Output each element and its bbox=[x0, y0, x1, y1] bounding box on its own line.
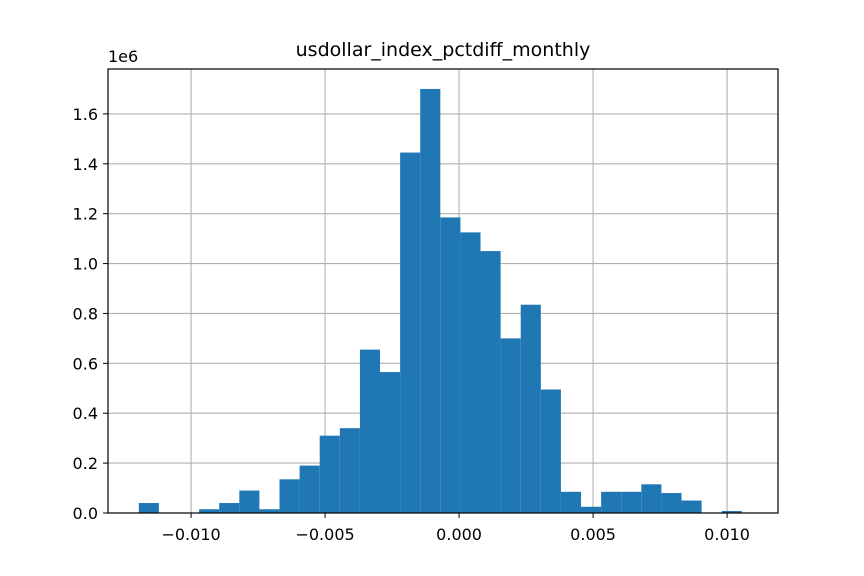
histogram-bar bbox=[661, 493, 682, 513]
y-tick-label: 1.4 bbox=[73, 155, 98, 174]
y-offset-label: 1e6 bbox=[108, 47, 138, 66]
x-tick-label: −0.010 bbox=[161, 525, 220, 544]
histogram-bar bbox=[681, 500, 702, 513]
histogram-bar bbox=[219, 503, 240, 513]
plot-frame bbox=[107, 68, 779, 514]
histogram-bar bbox=[480, 251, 501, 513]
histogram-bar bbox=[560, 491, 582, 513]
histogram-bar bbox=[641, 484, 662, 513]
y-tick-label: 1.2 bbox=[73, 205, 98, 224]
histogram-bar bbox=[621, 491, 642, 513]
x-tick-label: 0.000 bbox=[436, 525, 482, 544]
y-tick-label: 1.0 bbox=[73, 255, 98, 274]
histogram-bar bbox=[359, 349, 381, 513]
histogram-bar bbox=[500, 338, 521, 513]
x-tick-label: 0.010 bbox=[704, 525, 750, 544]
histogram-bar bbox=[400, 152, 421, 513]
y-tick-label: 0.8 bbox=[73, 304, 98, 323]
histogram-bar bbox=[138, 503, 159, 513]
y-tick-label: 0.0 bbox=[73, 504, 98, 523]
histogram-bar bbox=[460, 232, 481, 513]
histogram-bar bbox=[279, 479, 300, 513]
histogram-bars bbox=[138, 88, 742, 514]
histogram-bar bbox=[721, 511, 742, 513]
histogram-bar bbox=[259, 509, 280, 513]
histogram-bar bbox=[319, 435, 340, 513]
histogram-bar bbox=[339, 428, 360, 513]
histogram-bar bbox=[540, 389, 561, 513]
histogram-bar bbox=[239, 490, 260, 513]
chart-title: usdollar_index_pctdiff_monthly bbox=[296, 39, 591, 61]
histogram-bar bbox=[299, 465, 320, 513]
histogram-bar bbox=[601, 491, 622, 513]
histogram-bar bbox=[520, 304, 541, 513]
y-axis: 0.0 0.2 0.4 0.6 0.8 1.0 1.2 1.4 1.6 bbox=[73, 105, 108, 523]
y-tick-label: 1.6 bbox=[73, 105, 98, 124]
histogram-bar bbox=[581, 506, 602, 513]
y-tick-label: 0.2 bbox=[73, 454, 98, 473]
x-tick-label: −0.005 bbox=[295, 525, 354, 544]
histogram-bar bbox=[199, 509, 220, 513]
x-tick-label: 0.005 bbox=[570, 525, 616, 544]
histogram-bar bbox=[440, 217, 461, 514]
histogram-bar bbox=[380, 372, 401, 513]
x-axis: −0.010 −0.005 0.000 0.005 0.010 bbox=[161, 513, 750, 544]
histogram-bar bbox=[420, 88, 441, 514]
y-tick-label: 0.4 bbox=[73, 404, 98, 423]
y-tick-label: 0.6 bbox=[73, 354, 98, 373]
